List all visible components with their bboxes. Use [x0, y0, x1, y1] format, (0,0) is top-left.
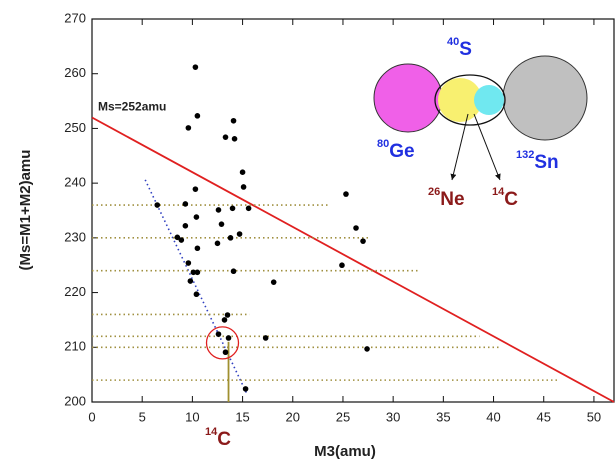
y-tick-label: 220 — [64, 284, 86, 299]
data-point — [185, 125, 192, 131]
isotope-label: 14C — [205, 426, 231, 450]
data-point — [214, 240, 221, 247]
arrow — [450, 113, 469, 181]
data-point — [221, 317, 228, 323]
s-nucleus — [434, 74, 506, 126]
data-point — [187, 278, 194, 284]
isotope-label: 80Ge — [377, 138, 415, 162]
isotope-label: 26Ne — [428, 186, 465, 210]
data-point — [182, 201, 189, 207]
reference-line — [144, 179, 248, 394]
data-point — [185, 260, 192, 266]
x-tick-label: 30 — [386, 409, 400, 424]
y-tick-label: 250 — [64, 120, 86, 135]
c-cluster — [474, 85, 504, 115]
y-tick-label: 270 — [64, 10, 86, 25]
ne-cluster — [438, 78, 482, 122]
data-point — [194, 269, 201, 276]
data-point — [343, 191, 349, 197]
mass-number: 14 — [492, 186, 505, 198]
element-symbol: S — [459, 39, 472, 60]
data-point — [229, 205, 236, 212]
element-symbol: C — [504, 189, 518, 210]
data-point — [222, 349, 229, 356]
isotope-label: 14C — [492, 186, 518, 210]
mass-number: 14 — [205, 426, 218, 438]
x-tick-label: 15 — [235, 409, 249, 424]
data-point — [360, 238, 366, 244]
data-point — [174, 234, 181, 241]
data-point — [231, 136, 238, 142]
arrow — [473, 113, 501, 181]
element-symbol: C — [217, 429, 231, 450]
ge-nucleus — [373, 63, 443, 133]
y-tick-label: 230 — [64, 229, 86, 244]
data-point — [218, 221, 225, 227]
data-point — [236, 231, 243, 237]
data-point — [239, 169, 246, 175]
x-tick-label: 10 — [185, 409, 199, 424]
data-point — [154, 202, 161, 208]
data-point — [182, 223, 189, 229]
data-point — [225, 335, 232, 341]
x-tick-label: 25 — [336, 409, 350, 424]
x-tick-label: 0 — [88, 409, 95, 424]
data-point — [227, 235, 234, 241]
isotope-label: 132Sn — [516, 149, 559, 173]
data-point — [353, 225, 359, 231]
data-point — [339, 262, 345, 269]
mass-number: 80 — [377, 138, 389, 150]
data-point — [192, 64, 199, 70]
plot-frame — [91, 18, 615, 403]
line-label: Ms=252amu — [98, 100, 166, 114]
x-tick-label: 35 — [436, 409, 450, 424]
element-symbol: Ge — [389, 141, 414, 162]
mass-number: 132 — [516, 149, 534, 161]
y-axis-title: (Ms=M1+M2)amu — [17, 150, 34, 271]
data-point — [242, 386, 249, 392]
data-point — [245, 205, 252, 212]
nucleus-diagram — [373, 55, 588, 181]
highlight-circle — [205, 326, 240, 360]
isotope-label: 40S — [447, 36, 472, 60]
data-point — [215, 331, 222, 337]
data-point — [230, 268, 237, 275]
element-symbol: Sn — [534, 152, 558, 173]
data-point — [178, 237, 185, 243]
data-point — [194, 245, 201, 252]
x-tick-label: 50 — [587, 409, 601, 424]
data-point — [222, 134, 229, 140]
data-point — [262, 335, 269, 341]
data-point — [270, 279, 277, 285]
y-tick-label: 200 — [64, 393, 86, 408]
y-tick-label: 260 — [64, 65, 86, 80]
sn-nucleus — [502, 55, 588, 141]
data-point — [193, 291, 200, 298]
mass-number: 40 — [447, 36, 459, 48]
data-point — [193, 214, 200, 220]
y-tick-label: 240 — [64, 175, 86, 190]
data-point — [192, 186, 199, 192]
reference-line — [91, 116, 615, 403]
y-tick-label: 210 — [64, 339, 86, 354]
data-point — [215, 207, 222, 213]
x-tick-label: 20 — [286, 409, 300, 424]
data-point — [240, 184, 247, 190]
x-tick-label: 45 — [536, 409, 550, 424]
data-point — [364, 346, 370, 352]
x-tick-label: 40 — [486, 409, 500, 424]
data-point — [194, 113, 201, 119]
x-axis-title: M3(amu) — [314, 443, 376, 460]
element-symbol: Ne — [440, 189, 464, 210]
data-point — [190, 269, 197, 276]
x-tick-label: 5 — [139, 409, 146, 424]
data-point — [224, 312, 231, 318]
data-point — [230, 117, 237, 124]
mass-number: 26 — [428, 186, 440, 198]
